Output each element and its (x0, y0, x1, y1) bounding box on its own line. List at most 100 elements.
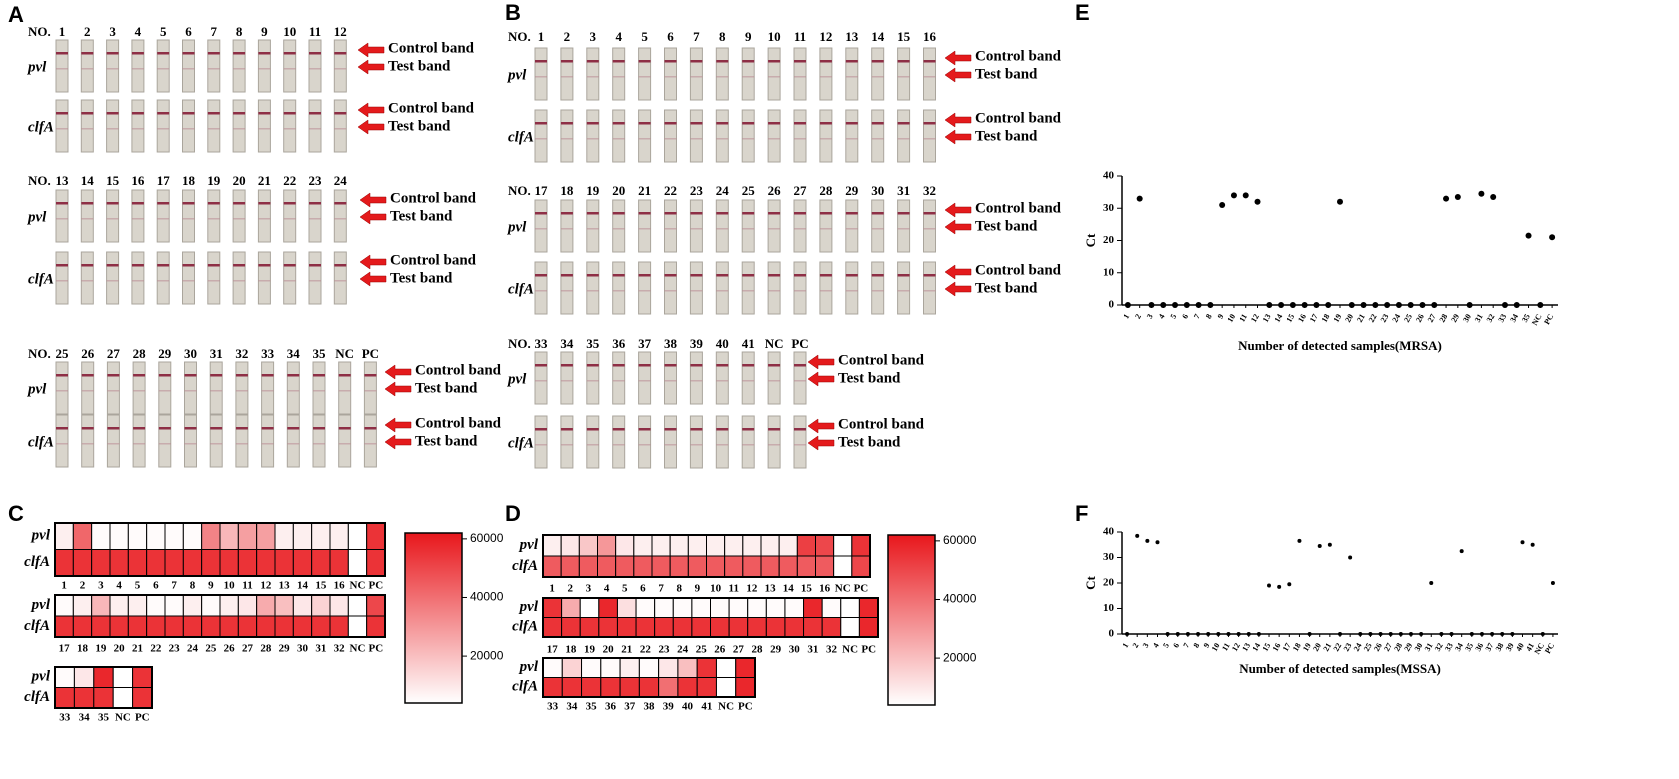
test-strip (156, 99, 170, 153)
heat-cell (815, 534, 835, 557)
heat-cell (54, 522, 74, 550)
control-line (794, 60, 806, 63)
sample-number: 3 (109, 24, 116, 39)
heat-cell (366, 594, 386, 617)
column-label: 20 (114, 643, 126, 655)
heat-cell (597, 555, 617, 578)
column-label: PC (738, 701, 753, 713)
data-point (1124, 302, 1131, 308)
control-line (586, 60, 599, 63)
heat-cell (581, 677, 602, 698)
data-point (1307, 632, 1312, 636)
test-strip (184, 414, 197, 468)
column-label: 25 (696, 644, 708, 656)
test-line (638, 444, 651, 446)
heat-cell (600, 677, 621, 698)
test-line (106, 218, 119, 220)
control-line (612, 212, 625, 215)
control-line (338, 427, 351, 430)
test-strip (819, 261, 833, 315)
y-tick-label: 20 (1103, 234, 1115, 246)
test-line (258, 68, 271, 70)
heat-cell (182, 594, 203, 617)
heat-cell (691, 597, 712, 618)
data-point (1358, 632, 1363, 636)
data-point (1325, 302, 1332, 308)
y-tick-label: 10 (1103, 266, 1115, 278)
sample-number: 39 (690, 336, 704, 351)
heat-cell (274, 549, 294, 577)
test-line (794, 228, 806, 230)
column-label: 29 (770, 644, 782, 656)
arrow (359, 254, 387, 270)
control-line (794, 364, 806, 367)
sample-number: 12 (334, 24, 347, 39)
test-line (690, 290, 703, 292)
test-strip (715, 261, 729, 315)
test-strip (897, 261, 911, 315)
test-line (560, 380, 573, 382)
control-line (664, 274, 677, 277)
heat-cell (561, 617, 581, 638)
control-line (612, 274, 625, 277)
test-band-label: Test band (838, 370, 901, 386)
test-line (742, 76, 755, 78)
heat-cell (109, 522, 129, 550)
test-line (182, 280, 195, 282)
test-strip (638, 199, 652, 253)
test-line (133, 443, 146, 445)
heat-cell (237, 615, 258, 638)
number-prefix: NO. (508, 336, 531, 351)
heat-cell (803, 617, 823, 638)
sample-number: 32 (923, 183, 936, 198)
control-line (768, 212, 781, 215)
control-line (742, 122, 755, 125)
x-tick-label: 30 (1461, 312, 1473, 323)
number-prefix: NO. (28, 346, 51, 361)
test-band-label: Test band (388, 118, 451, 134)
sample-number: 11 (309, 24, 321, 39)
sample-number: 29 (845, 183, 859, 198)
sample-number: 31 (897, 183, 910, 198)
test-strip (132, 361, 146, 415)
heat-cell (560, 534, 580, 557)
test-strip (715, 351, 729, 405)
data-point (1395, 302, 1402, 308)
heat-cell (633, 555, 653, 578)
column-label: 9 (695, 583, 701, 595)
heat-cell (821, 617, 842, 638)
test-line (819, 138, 832, 140)
data-point (1313, 302, 1320, 308)
test-strip (333, 99, 347, 153)
control-line (586, 364, 599, 367)
test-strip (741, 351, 755, 405)
test-strip (819, 109, 833, 163)
control-line (258, 52, 271, 55)
sample-number: 4 (135, 24, 142, 39)
sample-number: PC (791, 336, 808, 351)
x-tick-label: 31 (1423, 641, 1435, 652)
column-label: 13 (765, 583, 777, 595)
control-line (638, 212, 651, 215)
control-line (258, 112, 271, 115)
data-point (1540, 632, 1545, 636)
heat-cell (91, 549, 111, 577)
column-label: 34 (79, 712, 91, 724)
test-line (742, 380, 755, 382)
heat-cell (146, 594, 166, 617)
x-tick-label: 40 (1514, 641, 1526, 652)
column-label: 2 (568, 583, 574, 595)
test-line (897, 290, 910, 292)
x-tick-label: 38 (1494, 641, 1506, 652)
control-line (897, 122, 910, 125)
test-strip (664, 261, 677, 315)
row-label: clfA (24, 618, 50, 634)
heat-cell (615, 555, 635, 578)
column-label: 22 (640, 644, 652, 656)
heat-cell (292, 594, 313, 617)
heat-cell (796, 534, 816, 557)
x-tick-label: 29 (1402, 641, 1414, 652)
heat-cell (127, 594, 148, 617)
test-strip (55, 361, 69, 415)
column-label: 28 (752, 644, 764, 656)
